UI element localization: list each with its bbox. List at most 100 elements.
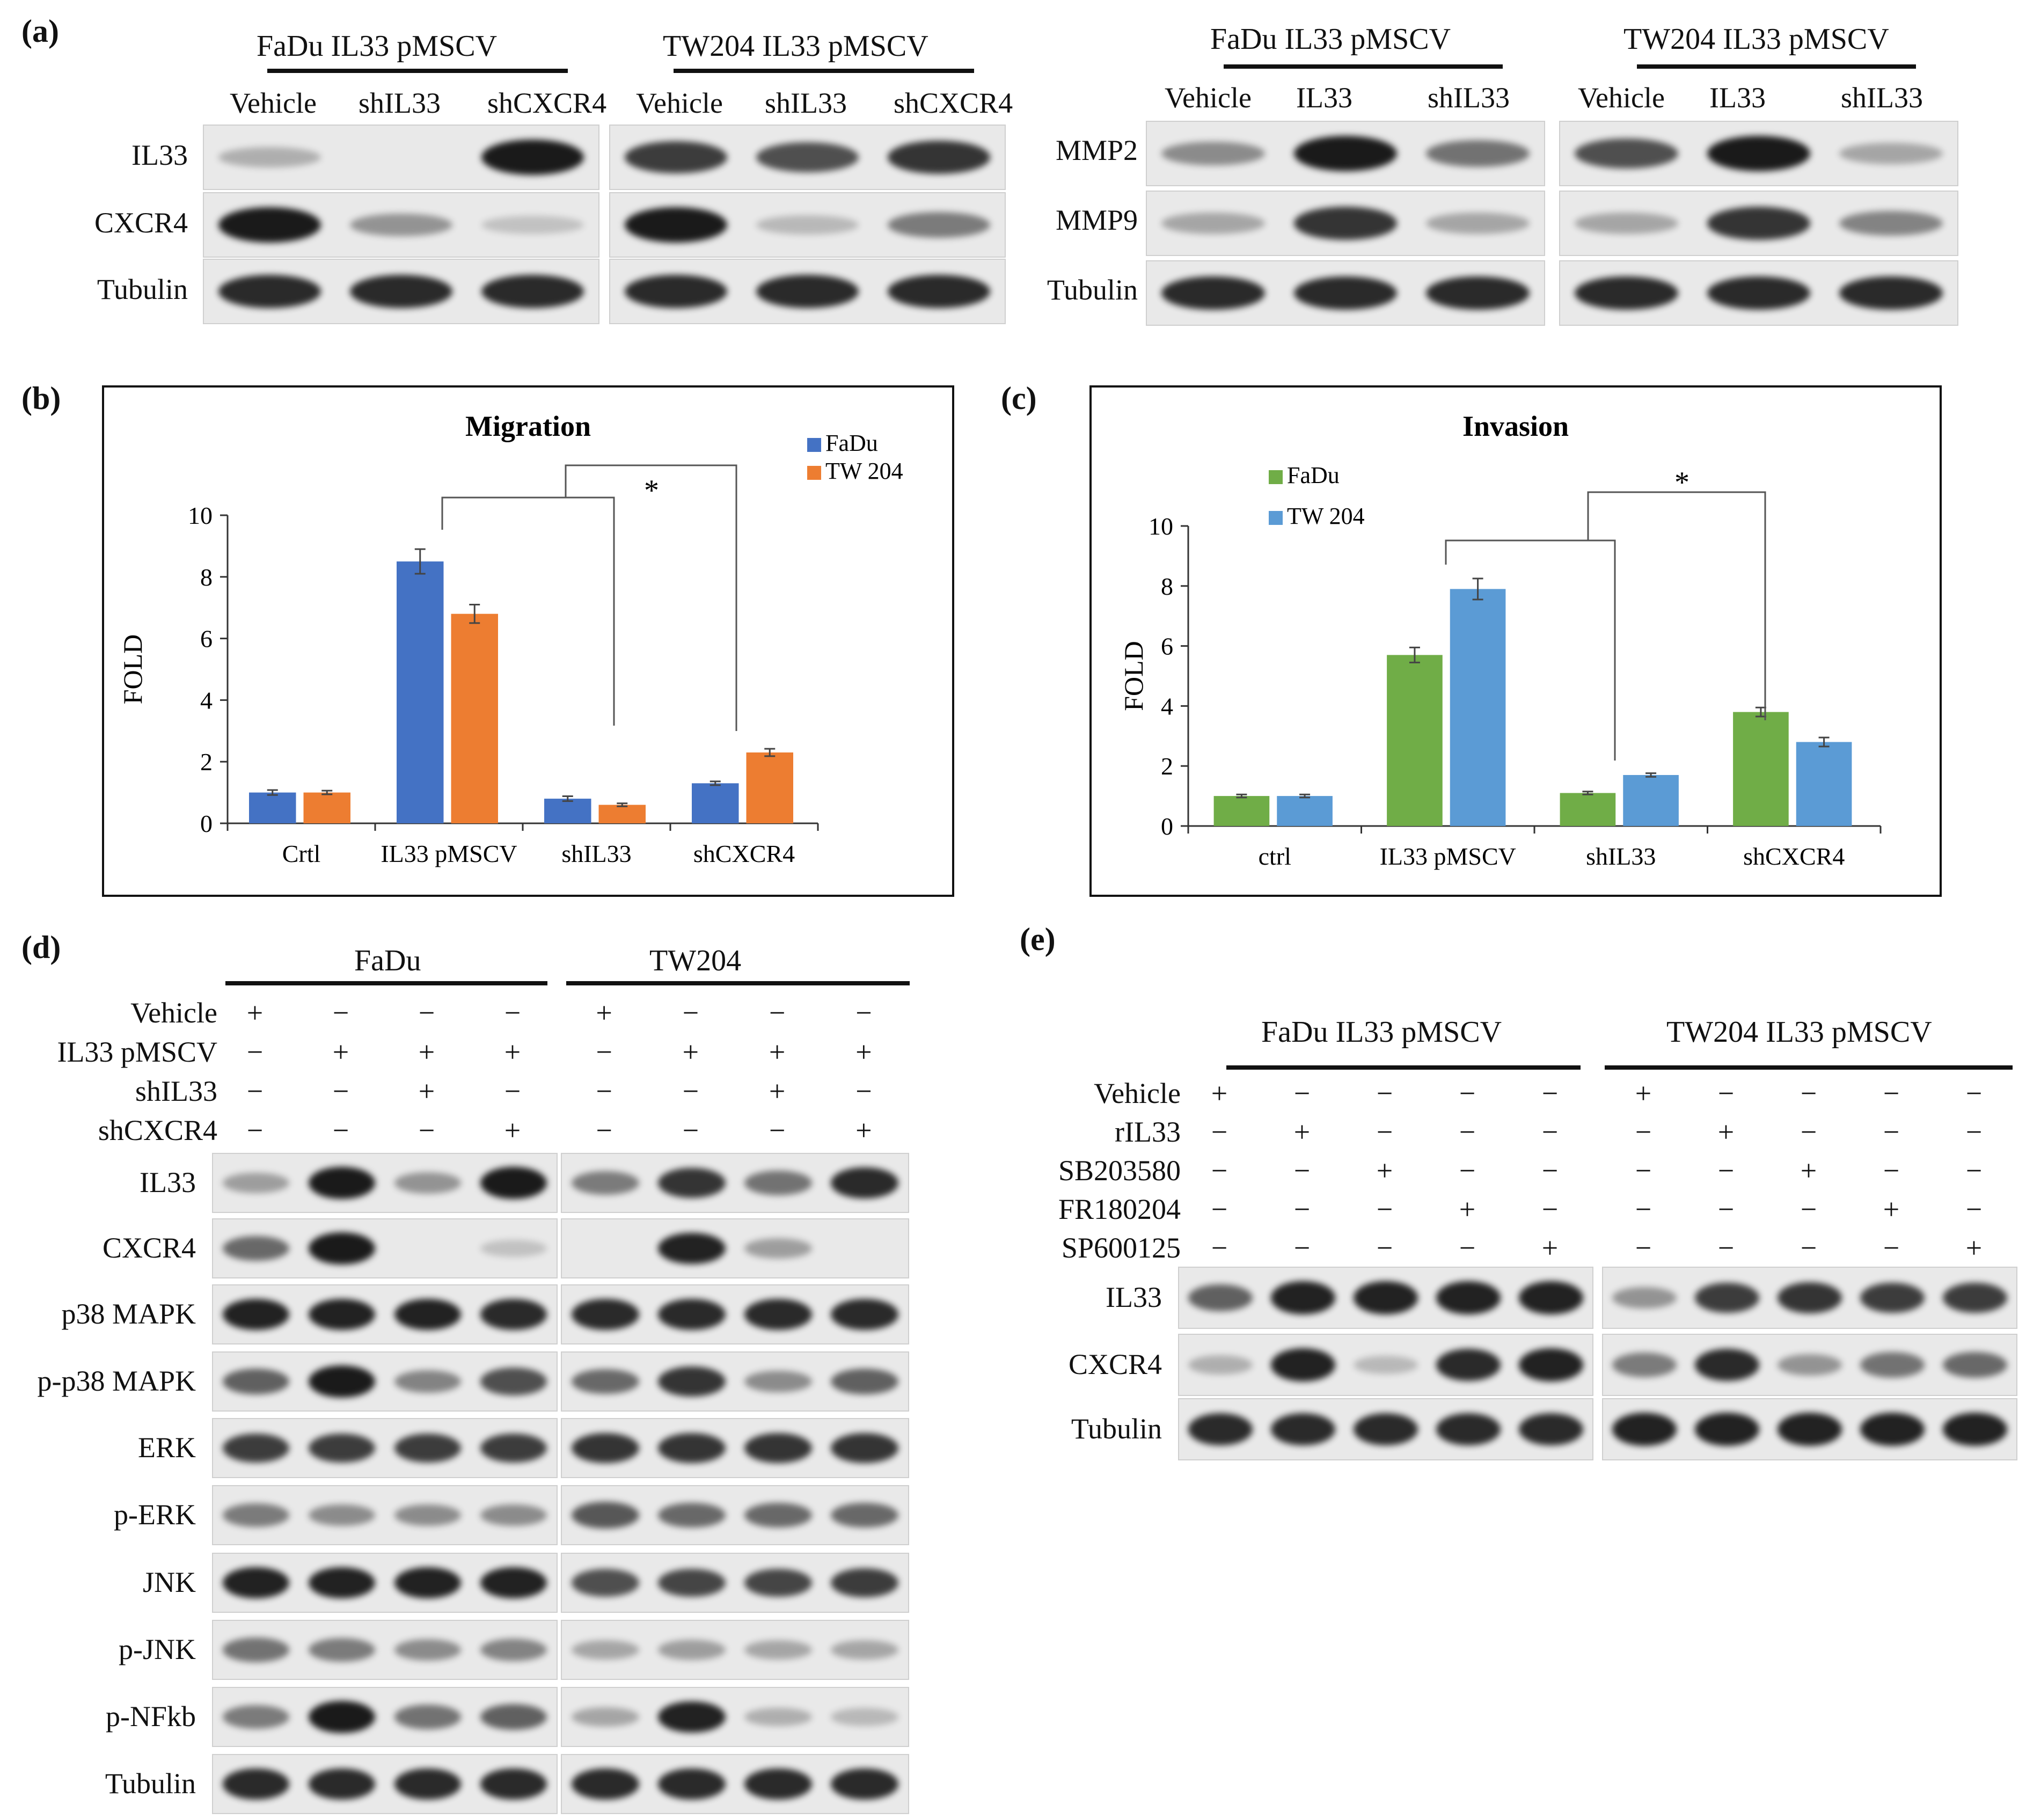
blot-band	[571, 1171, 639, 1195]
treatment-sign: +	[418, 1075, 435, 1107]
bracket-line	[1445, 539, 1616, 761]
blot-band	[1575, 276, 1678, 310]
blot-group-title: TW204 IL33 pMSCV	[1666, 1015, 1932, 1049]
treatment-sign: −	[1883, 1077, 1900, 1109]
treatment-sign: +	[1541, 1232, 1559, 1264]
blot-band	[480, 1368, 547, 1395]
blot-band	[744, 1370, 812, 1393]
blot-band	[1436, 1413, 1501, 1445]
blot-band	[480, 1433, 547, 1463]
treatment-sign: −	[596, 1114, 612, 1146]
blot-band	[394, 1705, 462, 1729]
protein-label: CXCR4	[1068, 1348, 1162, 1380]
blot-group-title: FaDu IL33 pMSCV	[1210, 23, 1451, 56]
blot-p-jnk	[212, 1620, 558, 1680]
lane-label: Vehicle	[1578, 82, 1665, 114]
blot-tubulin	[203, 259, 599, 324]
blot-band	[1860, 1282, 1925, 1313]
condition-label: SB203580	[1058, 1154, 1181, 1187]
legend-swatch	[1269, 511, 1283, 525]
treatment-sign: +	[504, 1036, 521, 1068]
blot-cxcr4	[609, 192, 1006, 258]
blot-band	[744, 1299, 812, 1330]
treatment-sign: −	[1965, 1193, 1983, 1225]
treatment-sign: −	[1211, 1116, 1228, 1148]
blot-band	[657, 1640, 726, 1660]
protein-label: CXCR4	[94, 207, 188, 239]
y-tick-label: 4	[200, 686, 213, 714]
treatment-sign: +	[1800, 1154, 1817, 1187]
treatment-sign: −	[855, 1075, 872, 1107]
blot-band	[480, 1299, 547, 1330]
treatment-sign: −	[1376, 1193, 1393, 1225]
lane-label: Vehicle	[636, 87, 723, 119]
bar-fadu	[692, 783, 739, 823]
protein-label: CXCR4	[102, 1232, 196, 1264]
blot-band	[624, 141, 728, 173]
blot-band	[308, 1298, 376, 1331]
blot-band	[1188, 1355, 1253, 1375]
protein-label: p-p38 MAPK	[37, 1365, 196, 1397]
blot-band	[887, 212, 991, 238]
treatment-sign: −	[1717, 1154, 1735, 1187]
protein-label: IL33	[140, 1166, 196, 1198]
x-tick-label: shCXCR4	[693, 840, 795, 867]
legend-swatch	[807, 438, 821, 452]
treatment-sign: −	[1800, 1193, 1817, 1225]
blot-p-p38-mapk	[561, 1351, 909, 1412]
blot-group-title: FaDu	[354, 944, 421, 977]
treatment-sign: +	[1459, 1193, 1476, 1225]
blot-band	[1518, 1413, 1584, 1445]
bar-fadu	[1213, 796, 1270, 826]
blot-band	[571, 1299, 639, 1330]
blot-band	[218, 274, 321, 309]
protein-label: Tubulin	[1071, 1413, 1162, 1445]
panel-label-e: (e)	[1020, 922, 1056, 957]
y-tick-label: 8	[1161, 573, 1173, 600]
blot-band	[1694, 1413, 1760, 1446]
blot-band	[222, 1298, 290, 1331]
blot-tubulin	[212, 1754, 558, 1814]
blot-band	[222, 1368, 290, 1395]
blot-band	[571, 1707, 639, 1727]
lane-label: Vehicle	[230, 87, 317, 119]
y-tick-label: 2	[1161, 752, 1173, 780]
panel-label-a: (a)	[21, 13, 59, 49]
chart-title: Migration	[465, 410, 591, 442]
bar-tw204	[1623, 774, 1679, 826]
treatment-sign: +	[769, 1036, 786, 1068]
blot-band	[657, 1701, 726, 1733]
treatment-sign: −	[1293, 1232, 1311, 1264]
blot-p-erk	[561, 1485, 909, 1545]
invasion-chart-frame: Invasion FOLD 0 2 4 6 8 10 ctrl IL33 pMSCV shIL33 s…	[1089, 385, 1942, 897]
blot-group-title: FaDu IL33 pMSCV	[1261, 1015, 1502, 1049]
protein-label: p38 MAPK	[61, 1298, 196, 1330]
lane-label: shIL33	[765, 87, 847, 119]
treatment-sign: −	[1965, 1116, 1983, 1148]
treatment-sign: −	[1635, 1116, 1652, 1148]
blot-band	[571, 1768, 639, 1800]
lane-label: IL33	[1296, 82, 1352, 114]
blot-band	[657, 1568, 726, 1597]
bar-fadu	[249, 792, 296, 823]
blot-band	[308, 1433, 376, 1463]
blot-group-title: TW204 IL33 pMSCV	[1623, 23, 1889, 56]
blot-band	[1839, 210, 1943, 236]
blot-band	[1426, 140, 1530, 167]
treatment-sign: −	[682, 1075, 699, 1107]
blot-band	[744, 1768, 812, 1800]
treatment-sign: −	[1635, 1154, 1652, 1187]
group-underline	[1226, 1065, 1581, 1070]
treatment-sign: −	[332, 997, 349, 1029]
treatment-sign: −	[1293, 1077, 1311, 1109]
blot-band	[1353, 1413, 1418, 1445]
blot-band	[1612, 1353, 1677, 1377]
treatment-sign: −	[682, 997, 699, 1029]
treatment-sign: +	[1211, 1077, 1228, 1109]
treatment-sign: −	[1717, 1193, 1735, 1225]
blot-band	[1436, 1349, 1501, 1381]
blot-band	[1161, 213, 1265, 234]
x-tick-label: IL33 pMSCV	[381, 840, 517, 867]
blot-band	[1707, 207, 1811, 240]
blot-cxcr4	[1602, 1334, 2017, 1396]
